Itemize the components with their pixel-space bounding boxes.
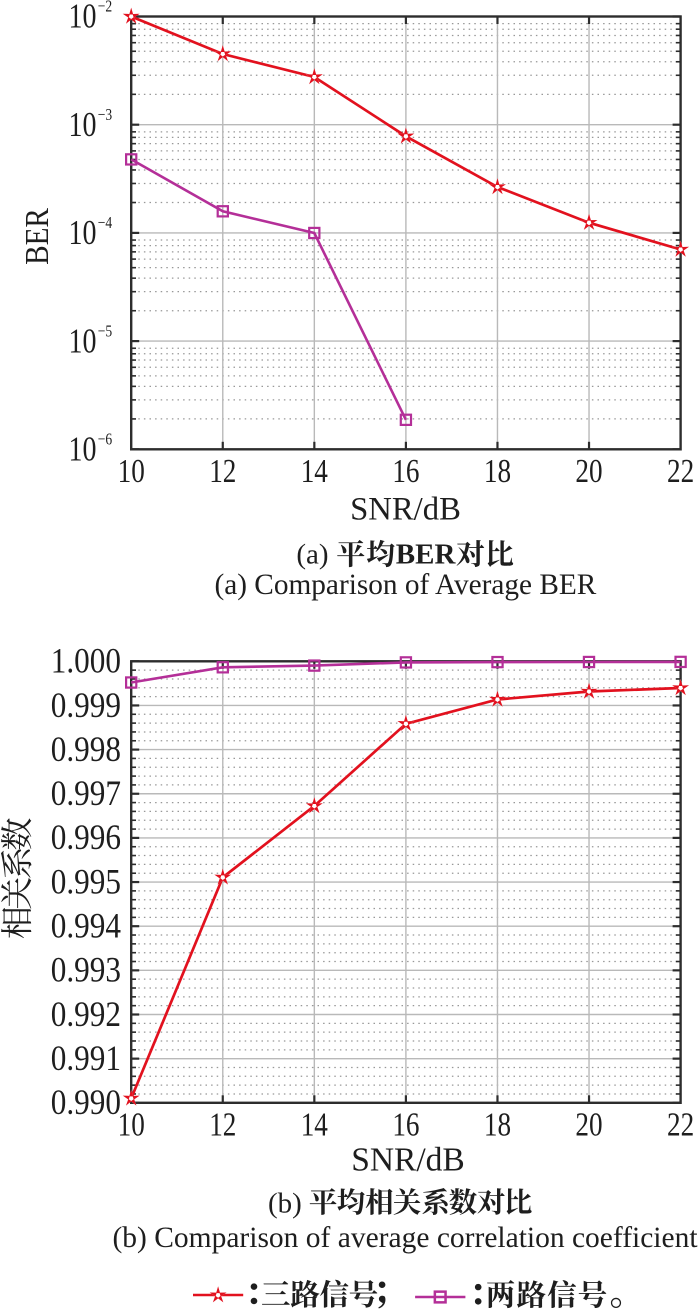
svg-text:1.000: 1.000 <box>51 642 121 681</box>
svg-text:22: 22 <box>667 452 694 490</box>
svg-text:10: 10 <box>118 1106 145 1144</box>
svg-text:10−3: 10−3 <box>69 105 113 144</box>
svg-text:SNR/dB: SNR/dB <box>351 1141 465 1178</box>
svg-text:20: 20 <box>575 1106 602 1144</box>
svg-text:(a) Comparison of Average BER: (a) Comparison of Average BER <box>214 569 596 601</box>
svg-text:18: 18 <box>484 452 511 490</box>
svg-text:18: 18 <box>484 1106 511 1144</box>
svg-text:10−2: 10−2 <box>69 0 113 35</box>
svg-text:0.992: 0.992 <box>51 995 121 1034</box>
svg-text:0.993: 0.993 <box>51 951 121 990</box>
svg-text:16: 16 <box>392 452 419 490</box>
svg-text:0.996: 0.996 <box>51 818 121 857</box>
svg-text:10−4: 10−4 <box>69 213 113 252</box>
svg-text:0.990: 0.990 <box>51 1083 121 1122</box>
svg-text:22: 22 <box>667 1106 694 1144</box>
svg-text:12: 12 <box>209 452 236 490</box>
svg-text:14: 14 <box>301 452 328 490</box>
svg-text:10: 10 <box>118 452 145 490</box>
svg-text:(a): (a) <box>296 539 328 571</box>
svg-text:14: 14 <box>301 1106 328 1144</box>
svg-text:16: 16 <box>392 1106 419 1144</box>
svg-text:0.997: 0.997 <box>51 774 121 813</box>
svg-text:0.995: 0.995 <box>51 863 121 902</box>
svg-text:SNR/dB: SNR/dB <box>350 492 461 528</box>
svg-text:12: 12 <box>209 1106 236 1144</box>
svg-text:BER: BER <box>18 207 56 265</box>
svg-text:(b): (b) <box>268 1188 302 1220</box>
svg-text:20: 20 <box>575 452 602 490</box>
svg-text:(b) Comparison of average corr: (b) Comparison of average correlation co… <box>112 1222 698 1254</box>
svg-text:10−5: 10−5 <box>69 321 113 360</box>
svg-text:0.998: 0.998 <box>51 730 121 769</box>
svg-text:0.999: 0.999 <box>51 686 121 725</box>
svg-text:0.994: 0.994 <box>51 907 122 946</box>
svg-text:BER: BER <box>396 539 457 571</box>
svg-text:10−6: 10−6 <box>69 430 113 469</box>
svg-text:0.991: 0.991 <box>51 1039 121 1078</box>
